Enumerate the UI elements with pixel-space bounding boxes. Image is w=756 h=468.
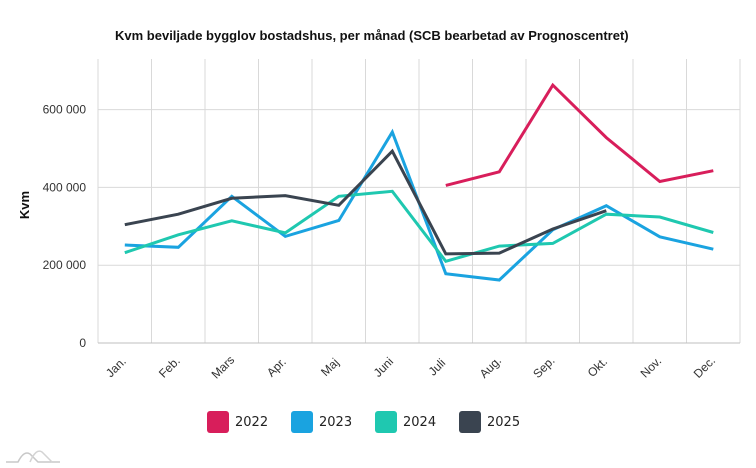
line-chart: 0 200 000 400 000 600 000 Jan. Feb. Mars Apr. M… xyxy=(17,59,741,382)
x-tick-label: Juni xyxy=(371,354,396,379)
data-point xyxy=(605,136,608,139)
x-tick-label: Mars xyxy=(209,353,238,382)
data-point xyxy=(658,180,661,183)
data-point xyxy=(177,213,180,216)
x-tick-label: Aug. xyxy=(477,353,504,380)
x-tick-label: Okt. xyxy=(585,354,610,379)
mountain-wave-logo-icon xyxy=(6,450,60,463)
x-tick-label: Juli xyxy=(426,356,449,379)
data-point xyxy=(284,235,287,238)
legend-item-2023[interactable]: 2023 xyxy=(291,411,375,433)
data-point xyxy=(284,231,287,234)
legend-swatch xyxy=(459,411,481,433)
data-point xyxy=(230,219,233,222)
legend-label: 2023 xyxy=(319,414,353,430)
data-point xyxy=(605,213,608,216)
legend-swatch xyxy=(207,411,229,433)
chart-title: Kvm beviljade bygglov bostadshus, per må… xyxy=(115,28,629,43)
y-axis-label: Kvm xyxy=(17,191,32,219)
data-point xyxy=(712,169,715,172)
data-point xyxy=(123,243,126,246)
data-point xyxy=(123,251,126,254)
series-line xyxy=(124,189,714,264)
y-tick-label: 200 000 xyxy=(43,258,87,272)
legend-item-2024[interactable]: 2024 xyxy=(375,411,459,433)
data-point xyxy=(712,231,715,234)
y-axis-ticks: 0 200 000 400 000 600 000 xyxy=(43,103,87,350)
data-point xyxy=(498,170,501,173)
x-tick-label: Nov. xyxy=(638,354,665,381)
data-point xyxy=(444,184,447,187)
legend-swatch xyxy=(375,411,397,433)
series xyxy=(123,82,715,282)
data-point xyxy=(391,131,394,134)
data-point xyxy=(605,204,608,207)
data-point xyxy=(658,215,661,218)
data-point xyxy=(444,260,447,263)
x-tick-label: Maj xyxy=(318,355,342,379)
legend-label: 2024 xyxy=(403,414,437,430)
series-line xyxy=(445,82,714,187)
legend-item-2022[interactable]: 2022 xyxy=(207,411,291,433)
data-point xyxy=(498,278,501,281)
x-tick-label: Apr. xyxy=(264,355,289,380)
data-point xyxy=(658,235,661,238)
y-tick-label: 400 000 xyxy=(43,180,87,194)
grid xyxy=(97,59,741,344)
legend: 2022 2023 2024 2025 xyxy=(207,411,543,433)
x-axis-ticks: Jan. Feb. Mars Apr. Maj Juni Juli Aug. Sep. Okt. N… xyxy=(103,353,718,382)
data-point xyxy=(391,190,394,193)
legend-label: 2025 xyxy=(487,414,521,430)
y-tick-label: 0 xyxy=(79,336,86,350)
data-point xyxy=(498,245,501,248)
data-point xyxy=(551,84,554,87)
data-point xyxy=(284,194,287,197)
x-tick-label: Dec. xyxy=(691,353,718,380)
data-point xyxy=(177,246,180,249)
legend-swatch xyxy=(291,411,313,433)
data-point xyxy=(337,204,340,207)
x-tick-label: Feb. xyxy=(156,354,183,381)
data-point xyxy=(337,195,340,198)
legend-label: 2022 xyxy=(235,414,269,430)
series-2025 xyxy=(123,148,608,256)
x-tick-label: Jan. xyxy=(103,354,129,380)
data-point xyxy=(230,197,233,200)
data-point xyxy=(551,242,554,245)
data-point xyxy=(177,233,180,236)
x-tick-label: Sep. xyxy=(530,353,557,380)
data-point xyxy=(712,248,715,251)
data-point xyxy=(444,252,447,255)
series-2024 xyxy=(123,189,715,264)
legend-item-2025[interactable]: 2025 xyxy=(459,411,543,433)
data-point xyxy=(123,223,126,226)
series-line xyxy=(124,148,607,256)
data-point xyxy=(498,252,501,255)
y-tick-label: 600 000 xyxy=(43,103,87,117)
data-point xyxy=(444,272,447,275)
data-point xyxy=(605,209,608,212)
data-point xyxy=(337,219,340,222)
data-point xyxy=(551,228,554,231)
data-point xyxy=(391,150,394,153)
series-2022 xyxy=(444,82,715,187)
